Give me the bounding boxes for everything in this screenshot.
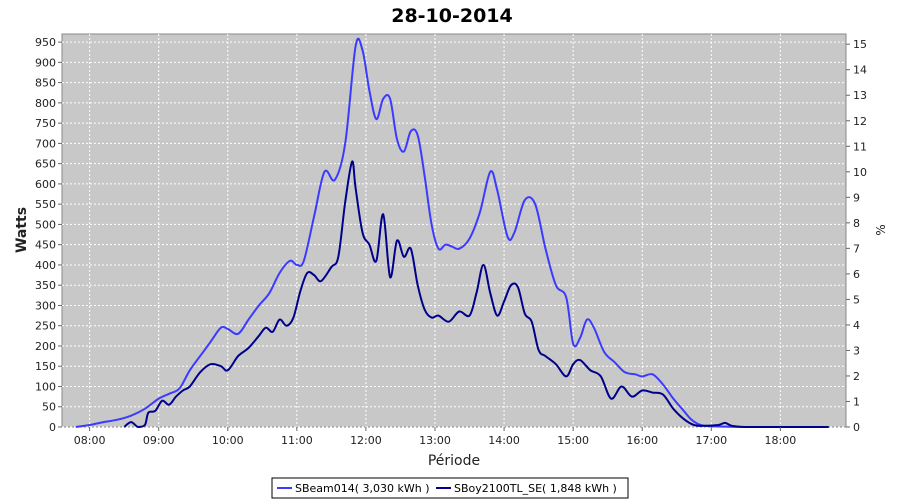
y-tick-label: 200 <box>35 340 56 353</box>
y2-tick-label: 15 <box>853 38 867 51</box>
y-tick-label: 600 <box>35 178 56 191</box>
y-tick-label: 400 <box>35 259 56 272</box>
x-tick-label: 16:00 <box>626 434 658 447</box>
y2-tick-label: 0 <box>853 421 860 434</box>
y-tick-label: 700 <box>35 137 56 150</box>
legend: SBeam014( 3,030 kWh ) SBoy2100TL_SE( 1,8… <box>271 477 629 499</box>
y2-tick-label: 4 <box>853 319 860 332</box>
x-axis: 08:00 09:00 10:00 11:00 12:00 13:00 14:00 15:00… <box>74 427 796 447</box>
y-tick-label: 900 <box>35 56 56 69</box>
y-tick-label: 750 <box>35 117 56 130</box>
y-tick-label: 150 <box>35 360 56 373</box>
plot-area <box>61 33 847 428</box>
y2-tick-label: 13 <box>853 89 867 102</box>
y-tick-label: 950 <box>35 36 56 49</box>
legend-label-1: SBeam014( 3,030 kWh ) <box>295 482 430 495</box>
x-tick-label: 17:00 <box>695 434 727 447</box>
y2-tick-label: 5 <box>853 293 860 306</box>
y-tick-label: 350 <box>35 279 56 292</box>
y2-tick-label: 12 <box>853 115 867 128</box>
y2-tick-label: 6 <box>853 268 860 281</box>
x-axis-title: Période <box>428 453 480 469</box>
x-tick-label: 15:00 <box>557 434 589 447</box>
y2-tick-label: 2 <box>853 370 860 383</box>
x-tick-label: 10:00 <box>212 434 244 447</box>
y-tick-label: 500 <box>35 218 56 231</box>
y2-tick-label: 11 <box>853 140 867 153</box>
y2-tick-label: 10 <box>853 166 867 179</box>
y2-tick-label: 3 <box>853 344 860 357</box>
x-tick-label: 14:00 <box>488 434 520 447</box>
x-tick-label: 12:00 <box>350 434 382 447</box>
y-tick-label: 250 <box>35 320 56 333</box>
y-tick-label: 550 <box>35 198 56 211</box>
y-tick-label: 800 <box>35 97 56 110</box>
y2-tick-label: 1 <box>853 395 860 408</box>
series-line-1 <box>75 37 829 428</box>
y-tick-label: 850 <box>35 77 56 90</box>
x-tick-label: 09:00 <box>143 434 175 447</box>
series-line-2 <box>123 160 829 428</box>
y2-tick-label: 8 <box>853 217 860 230</box>
y-tick-label: 100 <box>35 380 56 393</box>
y-tick-label: 0 <box>49 421 56 434</box>
x-tick-label: 11:00 <box>281 434 313 447</box>
series-lines <box>75 37 829 428</box>
y-tick-label: 450 <box>35 239 56 252</box>
grid-lines <box>62 34 846 428</box>
y2-tick-label: 14 <box>853 64 867 77</box>
legend-label-2: SBoy2100TL_SE( 1,848 kWh ) <box>454 482 617 495</box>
y2-axis-title: % <box>874 224 888 235</box>
y2-tick-label: 7 <box>853 242 860 255</box>
y-axis-title: Watts <box>14 207 30 253</box>
x-tick-label: 18:00 <box>765 434 797 447</box>
y-tick-label: 650 <box>35 158 56 171</box>
x-tick-label: 08:00 <box>74 434 106 447</box>
y-tick-label: 50 <box>42 401 56 414</box>
y-tick-label: 300 <box>35 299 56 312</box>
x-tick-label: 13:00 <box>419 434 451 447</box>
y2-tick-label: 9 <box>853 191 860 204</box>
chart-title: 28-10-2014 <box>391 5 513 27</box>
y-axis-left: 0 50 100 150 200 250 300 350 400 450 500 550 600 650 7… <box>35 36 62 434</box>
